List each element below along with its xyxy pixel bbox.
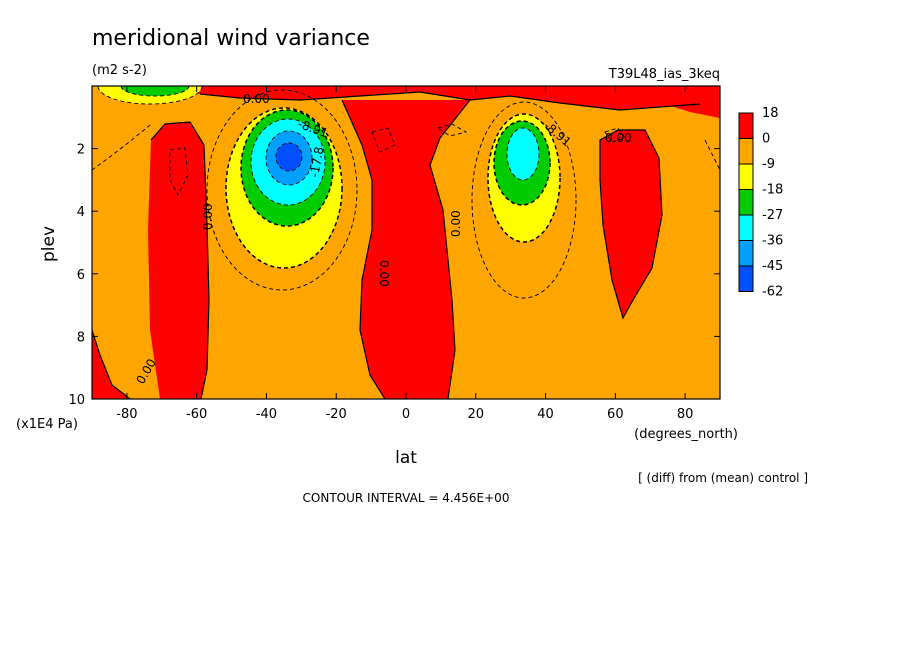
contour-label: 0.00 bbox=[377, 260, 391, 287]
colorbar-label: -62 bbox=[762, 285, 783, 300]
northern-minimum bbox=[488, 114, 560, 242]
colorbar-swatch bbox=[738, 189, 754, 216]
y-units: (x1E4 Pa) bbox=[16, 417, 78, 432]
x-tick-label: -60 bbox=[186, 407, 207, 422]
y-tick-label: 2 bbox=[77, 143, 85, 158]
colorbar-label: 18 bbox=[762, 106, 779, 121]
contour-label: 0.00 bbox=[605, 131, 632, 145]
southern-minimum bbox=[226, 108, 342, 268]
colorbar-swatch bbox=[738, 265, 754, 292]
contour-label: 0.00 bbox=[201, 203, 215, 230]
chart-units: (m2 s-2) bbox=[92, 63, 147, 78]
x-tick-label: 60 bbox=[607, 407, 624, 422]
colorbar-swatch bbox=[738, 163, 754, 190]
x-axis-label: lat bbox=[395, 448, 417, 468]
positive-region-center bbox=[342, 100, 470, 399]
x-tick-label: 0 bbox=[402, 407, 410, 422]
x-tick-label: -80 bbox=[116, 407, 137, 422]
x-axis: -80 -60 -40 -20 0 20 40 60 80 bbox=[116, 86, 693, 422]
x-tick-label: -40 bbox=[256, 407, 277, 422]
x-tick-label: 40 bbox=[537, 407, 554, 422]
positive-region-top bbox=[160, 86, 700, 110]
positive-region-top-right bbox=[650, 86, 720, 118]
x-tick-label: 20 bbox=[468, 407, 485, 422]
positive-region-left bbox=[148, 122, 209, 399]
colorbar-label: -36 bbox=[762, 234, 783, 249]
colorbar-label: -45 bbox=[762, 259, 783, 274]
y-tick-label: 10 bbox=[68, 393, 85, 408]
colorbar-label: 0 bbox=[762, 132, 770, 147]
colorbar-swatch bbox=[738, 214, 754, 241]
x-tick-label: 80 bbox=[677, 407, 694, 422]
y-tick-label: 6 bbox=[77, 268, 85, 283]
field: 0.00 0.00 0.00 0.00 0.00 0.00 -8.91 -8.9… bbox=[92, 86, 720, 399]
y-axis-label: plev bbox=[39, 226, 59, 262]
colorbar-label: -18 bbox=[762, 183, 783, 198]
colorbar-label: -27 bbox=[762, 208, 783, 223]
x-tick-label: -20 bbox=[326, 407, 347, 422]
contour-label: 0.00 bbox=[243, 92, 270, 106]
diff-note: [ (diff) from (mean) control ] bbox=[638, 471, 808, 485]
contour-interval: CONTOUR INTERVAL = 4.456E+00 bbox=[303, 491, 510, 505]
y-axis: 2 4 6 8 10 bbox=[68, 143, 720, 408]
positive-region-left-corner bbox=[92, 330, 130, 399]
colorbar-swatch bbox=[738, 240, 754, 267]
y-tick-label: 4 bbox=[77, 205, 85, 220]
positive-region-right bbox=[600, 130, 662, 318]
chart-title: meridional wind variance bbox=[92, 26, 370, 51]
x-units: (degrees_north) bbox=[634, 427, 738, 442]
run-label: T39L48_ias_3keq bbox=[608, 67, 720, 82]
y-tick-label: 8 bbox=[77, 330, 85, 345]
contour-label: -17.8 bbox=[307, 145, 326, 178]
colorbar-swatch bbox=[738, 112, 754, 139]
colorbar-swatch bbox=[738, 138, 754, 165]
colorbar: 18 0 -9 -18 -27 -36 -45 -62 bbox=[738, 106, 783, 300]
colorbar-label: -9 bbox=[762, 157, 775, 172]
contour-label: 0.00 bbox=[449, 210, 463, 237]
